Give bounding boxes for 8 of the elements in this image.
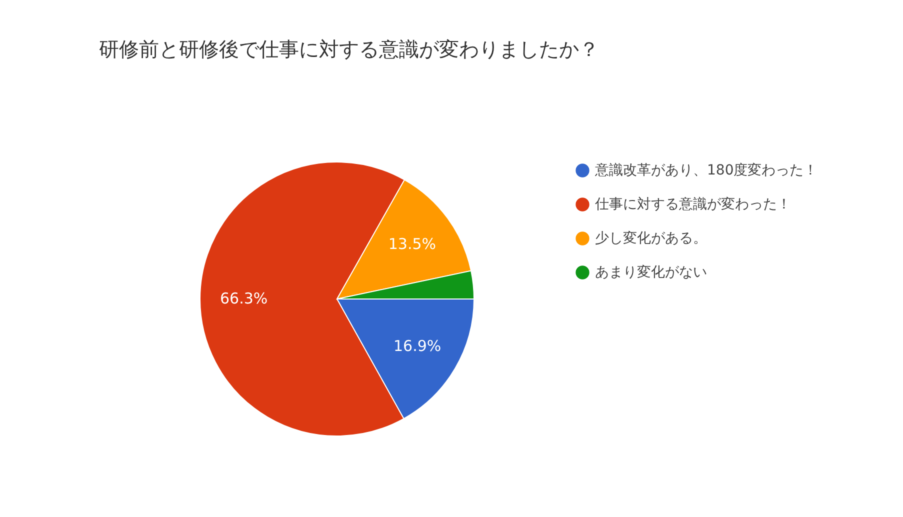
legend-label: 仕事に対する意識が変わった！ (594, 196, 791, 212)
data-label: 66.3% (220, 290, 268, 308)
legend-label: 少し変化がある。 (595, 230, 707, 246)
data-label: 13.5% (388, 235, 436, 254)
legend-label: あまり変化がない (595, 264, 707, 280)
chart-title: 研修前と研修後で仕事に対する意識が変わりましたか？ (99, 37, 599, 61)
data-label: 16.9% (394, 337, 442, 356)
legend-label: 意識改革があり、180度変わった！ (594, 162, 818, 178)
